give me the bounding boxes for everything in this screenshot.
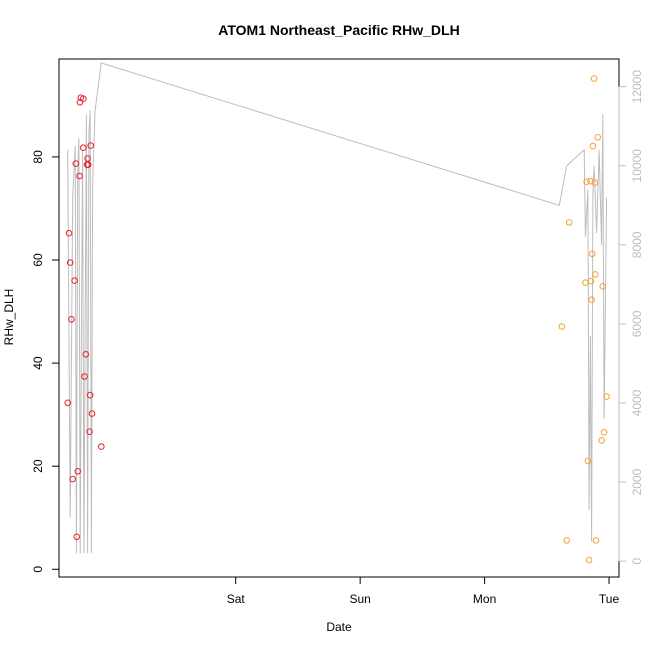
data-point <box>587 277 595 285</box>
y-tick-label: 80 <box>31 150 45 164</box>
data-point <box>582 279 589 287</box>
data-point <box>565 219 573 226</box>
chart-title: ATOM1 Northeast_Pacific RHw_DLH <box>218 22 459 38</box>
y2-tick-label: 6000 <box>630 310 644 337</box>
data-point <box>588 250 596 258</box>
y2-tick-label: 12000 <box>630 70 644 104</box>
data-point <box>86 391 94 399</box>
data-point <box>590 75 598 82</box>
y2-tick-label: 8000 <box>630 231 644 258</box>
y2-tick-label: 10000 <box>630 149 644 183</box>
data-point <box>592 537 600 544</box>
data-point <box>588 296 595 304</box>
data-point <box>82 351 90 358</box>
data-point <box>594 134 602 141</box>
data-point <box>87 142 94 149</box>
data-point <box>585 556 593 564</box>
data-point <box>563 537 571 544</box>
data-point <box>65 229 73 237</box>
data-point <box>583 178 590 185</box>
data-point <box>592 271 599 278</box>
data-point <box>71 277 78 284</box>
data-point <box>88 410 96 417</box>
data-point <box>599 283 607 290</box>
x-axis-label: Date <box>326 620 352 634</box>
y-tick-label: 20 <box>31 459 45 473</box>
data-point <box>68 316 75 323</box>
data-point <box>66 259 74 266</box>
data-point <box>80 144 87 151</box>
data-point <box>86 428 93 436</box>
data-point <box>84 155 91 162</box>
altitude-line <box>67 62 608 554</box>
data-point <box>584 457 592 465</box>
data-point <box>587 177 594 185</box>
data-point <box>84 161 92 168</box>
data-point <box>98 443 105 450</box>
data-point <box>600 428 608 436</box>
data-point <box>603 393 610 400</box>
data-point <box>80 95 87 102</box>
data-point <box>81 373 88 380</box>
y2-tick-label: 2000 <box>630 468 644 495</box>
y-tick-label: 40 <box>31 356 45 370</box>
y2-tick-label: 4000 <box>630 389 644 416</box>
data-point <box>589 142 597 150</box>
data-point <box>64 399 71 407</box>
data-point <box>72 160 80 167</box>
y-axis-label: RHw_DLH <box>2 289 16 346</box>
plot-area: Sat Sun Mon Tue 0 20 40 60 80 0 2000 4000 6000 8000 10… <box>31 58 644 606</box>
data-point <box>598 437 605 444</box>
y-tick-label: 60 <box>31 253 45 267</box>
data-point <box>591 179 599 186</box>
data-point <box>69 475 76 483</box>
x-tick-label: Sat <box>227 592 246 606</box>
data-point <box>73 533 80 541</box>
data-point <box>558 323 566 330</box>
y-tick-label: 0 <box>31 566 45 573</box>
data-point <box>74 468 81 475</box>
data-point <box>76 172 83 180</box>
x-tick-label: Sun <box>349 592 370 606</box>
data-point <box>76 99 84 106</box>
x-tick-label: Mon <box>473 592 496 606</box>
y2-tick-label: 0 <box>630 558 644 565</box>
x-tick-label: Tue <box>599 592 620 606</box>
